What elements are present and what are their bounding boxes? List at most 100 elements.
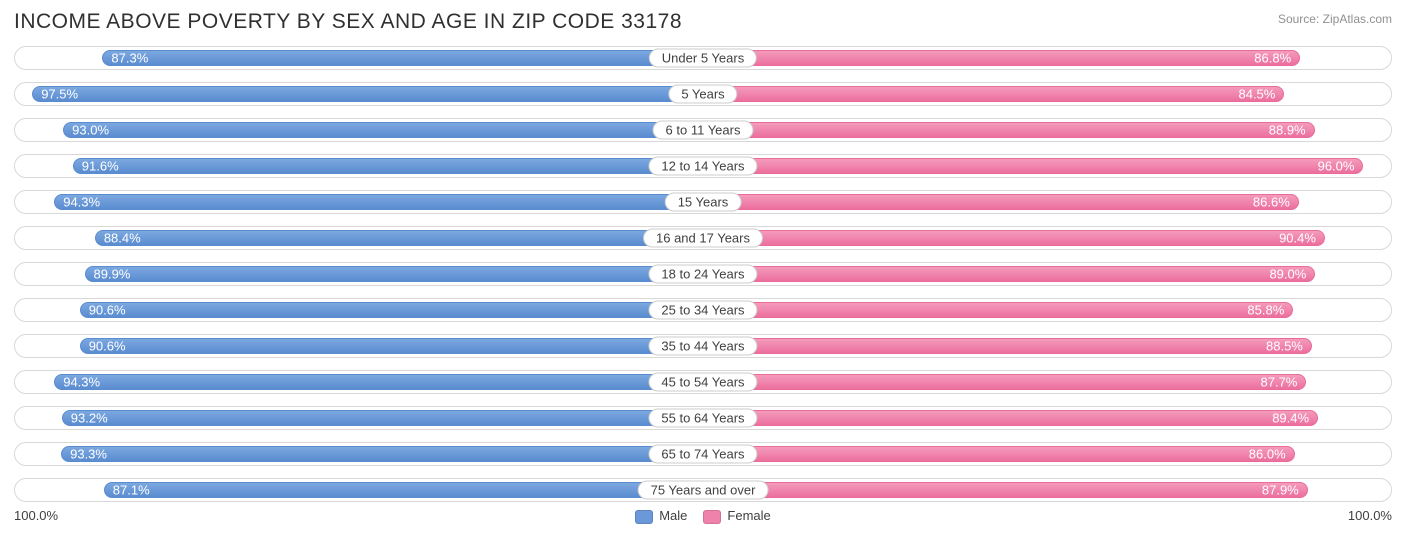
male-value: 93.3% bbox=[70, 447, 107, 462]
male-value: 94.3% bbox=[63, 375, 100, 390]
female-bar: 86.6% bbox=[703, 194, 1299, 210]
female-bar: 84.5% bbox=[703, 86, 1284, 102]
female-half: 89.4% bbox=[703, 407, 1391, 429]
legend-female: Female bbox=[703, 508, 770, 524]
chart-row: 91.6% 96.0% 12 to 14 Years bbox=[14, 154, 1392, 178]
female-bar: 89.0% bbox=[703, 266, 1315, 282]
category-label: 15 Years bbox=[665, 193, 742, 212]
female-bar: 96.0% bbox=[703, 158, 1363, 174]
category-label: 65 to 74 Years bbox=[648, 445, 757, 464]
male-half: 97.5% bbox=[15, 83, 703, 105]
male-bar: 93.0% bbox=[63, 122, 703, 138]
male-value: 93.2% bbox=[71, 411, 108, 426]
male-half: 93.2% bbox=[15, 407, 703, 429]
male-half: 94.3% bbox=[15, 371, 703, 393]
female-bar: 87.7% bbox=[703, 374, 1306, 390]
female-half: 86.6% bbox=[703, 191, 1391, 213]
male-value: 87.1% bbox=[113, 483, 150, 498]
female-half: 84.5% bbox=[703, 83, 1391, 105]
female-value: 86.8% bbox=[1254, 51, 1291, 66]
chart-row: 87.1% 87.9% 75 Years and over bbox=[14, 478, 1392, 502]
male-bar: 89.9% bbox=[85, 266, 704, 282]
category-label: 25 to 34 Years bbox=[648, 301, 757, 320]
chart-title: INCOME ABOVE POVERTY BY SEX AND AGE IN Z… bbox=[14, 10, 682, 34]
female-bar: 90.4% bbox=[703, 230, 1325, 246]
chart-row: 90.6% 88.5% 35 to 44 Years bbox=[14, 334, 1392, 358]
male-swatch-icon bbox=[635, 510, 653, 524]
male-bar: 91.6% bbox=[73, 158, 703, 174]
chart-row: 88.4% 90.4% 16 and 17 Years bbox=[14, 226, 1392, 250]
chart-footer: 100.0% Male Female 100.0% bbox=[14, 508, 1392, 524]
male-value: 87.3% bbox=[111, 51, 148, 66]
chart-row: 90.6% 85.8% 25 to 34 Years bbox=[14, 298, 1392, 322]
female-value: 96.0% bbox=[1318, 159, 1355, 174]
female-bar: 85.8% bbox=[703, 302, 1293, 318]
male-bar: 93.3% bbox=[61, 446, 703, 462]
male-bar: 94.3% bbox=[54, 374, 703, 390]
male-half: 88.4% bbox=[15, 227, 703, 249]
female-half: 87.9% bbox=[703, 479, 1391, 501]
male-half: 93.0% bbox=[15, 119, 703, 141]
female-value: 89.0% bbox=[1269, 267, 1306, 282]
axis-right-max: 100.0% bbox=[1348, 508, 1392, 523]
category-label: 75 Years and over bbox=[638, 481, 769, 500]
male-half: 87.3% bbox=[15, 47, 703, 69]
female-half: 96.0% bbox=[703, 155, 1391, 177]
male-half: 94.3% bbox=[15, 191, 703, 213]
legend: Male Female bbox=[635, 508, 771, 524]
female-bar: 86.8% bbox=[703, 50, 1300, 66]
female-value: 88.9% bbox=[1269, 123, 1306, 138]
male-bar: 87.3% bbox=[102, 50, 703, 66]
female-value: 90.4% bbox=[1279, 231, 1316, 246]
male-bar: 88.4% bbox=[95, 230, 703, 246]
female-bar: 87.9% bbox=[703, 482, 1308, 498]
male-half: 87.1% bbox=[15, 479, 703, 501]
male-half: 91.6% bbox=[15, 155, 703, 177]
female-half: 87.7% bbox=[703, 371, 1391, 393]
category-label: 6 to 11 Years bbox=[653, 121, 754, 140]
female-half: 88.9% bbox=[703, 119, 1391, 141]
category-label: 45 to 54 Years bbox=[648, 373, 757, 392]
chart-row: 94.3% 86.6% 15 Years bbox=[14, 190, 1392, 214]
male-bar: 97.5% bbox=[32, 86, 703, 102]
male-bar: 90.6% bbox=[80, 338, 703, 354]
category-label: 35 to 44 Years bbox=[648, 337, 757, 356]
male-value: 93.0% bbox=[72, 123, 109, 138]
male-value: 88.4% bbox=[104, 231, 141, 246]
female-half: 85.8% bbox=[703, 299, 1391, 321]
female-value: 88.5% bbox=[1266, 339, 1303, 354]
female-bar: 89.4% bbox=[703, 410, 1318, 426]
chart-row: 87.3% 86.8% Under 5 Years bbox=[14, 46, 1392, 70]
female-value: 86.6% bbox=[1253, 195, 1290, 210]
female-half: 90.4% bbox=[703, 227, 1391, 249]
male-bar: 90.6% bbox=[80, 302, 703, 318]
legend-male-label: Male bbox=[659, 508, 687, 523]
category-label: 18 to 24 Years bbox=[648, 265, 757, 284]
category-label: 12 to 14 Years bbox=[648, 157, 757, 176]
male-value: 90.6% bbox=[89, 339, 126, 354]
chart-row: 89.9% 89.0% 18 to 24 Years bbox=[14, 262, 1392, 286]
male-bar: 94.3% bbox=[54, 194, 703, 210]
male-value: 94.3% bbox=[63, 195, 100, 210]
male-bar: 93.2% bbox=[62, 410, 703, 426]
female-half: 89.0% bbox=[703, 263, 1391, 285]
female-value: 86.0% bbox=[1249, 447, 1286, 462]
female-half: 86.0% bbox=[703, 443, 1391, 465]
female-value: 87.9% bbox=[1262, 483, 1299, 498]
female-bar: 88.5% bbox=[703, 338, 1312, 354]
male-half: 90.6% bbox=[15, 299, 703, 321]
male-value: 91.6% bbox=[82, 159, 119, 174]
female-bar: 88.9% bbox=[703, 122, 1315, 138]
category-label: Under 5 Years bbox=[649, 49, 757, 68]
male-half: 93.3% bbox=[15, 443, 703, 465]
chart-row: 93.2%89.4%55 to 64 Years bbox=[14, 406, 1392, 430]
female-value: 85.8% bbox=[1247, 303, 1284, 318]
chart-row: 93.0% 88.9% 6 to 11 Years bbox=[14, 118, 1392, 142]
male-bar: 87.1% bbox=[104, 482, 703, 498]
female-swatch-icon bbox=[703, 510, 721, 524]
category-label: 16 and 17 Years bbox=[643, 229, 763, 248]
female-bar: 86.0% bbox=[703, 446, 1295, 462]
chart-row: 94.3% 87.7%45 to 54 Years bbox=[14, 370, 1392, 394]
male-value: 89.9% bbox=[94, 267, 131, 282]
legend-male: Male bbox=[635, 508, 687, 524]
